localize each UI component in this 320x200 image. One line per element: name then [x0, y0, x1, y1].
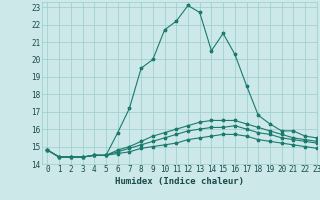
X-axis label: Humidex (Indice chaleur): Humidex (Indice chaleur): [115, 177, 244, 186]
